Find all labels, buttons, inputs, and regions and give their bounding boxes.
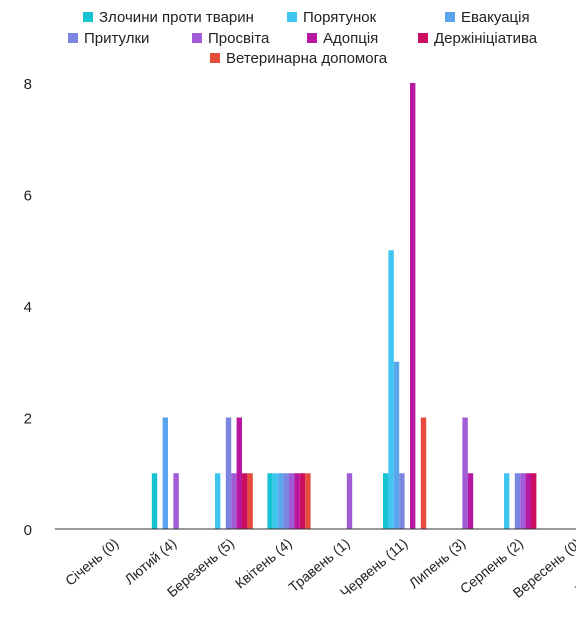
legend-swatch [445,12,455,22]
bar [388,250,394,529]
legend-swatch [83,12,93,22]
bar [173,473,179,529]
bar [151,473,158,529]
bar [225,417,232,529]
bar [294,473,300,529]
x-tick-label: Лютий (4) [121,535,179,587]
bar [514,473,521,529]
legend-swatch [210,53,220,63]
legend-label: Злочини проти тварин [99,9,254,26]
y-tick-label: 8 [24,76,32,93]
bar [525,473,531,529]
bar [346,473,353,529]
x-axis: Січень (0) Лютий (4)Березень (5)Квітень (… [62,535,576,601]
bar [504,473,510,529]
bar [267,473,273,529]
bar [410,83,416,529]
bar [299,473,306,529]
bar [305,473,311,529]
legend-label: Порятунок [303,9,377,26]
bar [467,473,474,529]
bar [242,473,248,529]
bar [247,473,253,529]
x-tick-label: Січень (0) [62,535,122,589]
y-tick-label: 4 [24,299,32,316]
bar [383,473,389,529]
bar [283,473,289,529]
legend-label: Притулки [84,30,149,47]
bar [272,473,279,529]
legend-label: Евакуація [461,9,530,26]
bar [236,417,242,529]
bar [278,473,284,529]
legend-label: Держініціатива [434,30,538,47]
bar [420,417,427,529]
bar [393,361,400,529]
bar [289,473,295,529]
legend-swatch [307,33,317,43]
y-axis: 0 2 4 6 8 [24,76,32,539]
legend-label: Ветеринарна допомога [226,50,388,67]
y-tick-label: 0 [24,522,32,539]
bar [531,473,537,529]
legend-swatch [287,12,297,22]
legend-swatch [192,33,202,43]
y-tick-label: 6 [24,188,32,205]
legend-label: Адопція [323,30,378,47]
bar [462,417,468,529]
legend-label: Просвіта [208,30,270,47]
bars [151,83,537,529]
bar [520,473,526,529]
bar [215,473,221,529]
bar [399,473,405,529]
bar [231,473,237,529]
legend: Злочини проти тварин Порятунок Евакуація Пр… [68,9,538,67]
y-tick-label: 2 [24,411,32,428]
legend-swatch [68,33,78,43]
bar [162,417,168,529]
legend-swatch [418,33,428,43]
